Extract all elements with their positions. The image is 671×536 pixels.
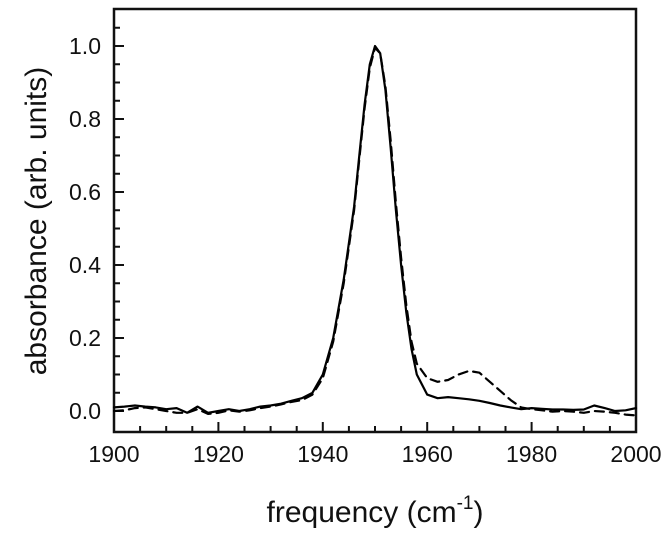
x-axis-tick-labels: 1900 1920 1940 1960 1980 2000 xyxy=(88,441,661,467)
y-tick-label: 1.0 xyxy=(69,33,101,59)
x-tick-label: 1900 xyxy=(88,441,139,467)
x-axis-title-main: frequency (cm xyxy=(267,496,457,529)
x-axis-title-superscript: -1 xyxy=(457,493,474,514)
y-tick-label: 0.8 xyxy=(69,106,101,132)
x-tick-label: 1920 xyxy=(193,441,244,467)
y-tick-label: 0.0 xyxy=(69,398,101,424)
x-tick-label: 1960 xyxy=(402,441,453,467)
x-axis-title-close: ) xyxy=(473,496,483,529)
y-axis-title: absorbance (arb. units) xyxy=(20,67,53,376)
x-axis-ticks xyxy=(113,422,637,432)
series-line-solid xyxy=(112,44,638,414)
x-axis-title: frequency (cm-1) xyxy=(267,493,484,529)
series-line-dashed xyxy=(112,46,638,417)
series-layer xyxy=(112,44,638,417)
x-tick-label: 2000 xyxy=(610,441,661,467)
x-tick-label: 1980 xyxy=(506,441,557,467)
y-tick-label: 0.4 xyxy=(69,252,101,278)
x-tick-label: 1940 xyxy=(297,441,348,467)
plot-area xyxy=(112,7,638,434)
y-axis-ticks xyxy=(114,26,124,412)
y-tick-label: 0.2 xyxy=(69,325,101,351)
y-tick-label: 0.6 xyxy=(69,179,101,205)
y-axis-tick-labels: 0.0 0.2 0.4 0.6 0.8 1.0 xyxy=(69,33,101,424)
plot-frame xyxy=(112,7,638,434)
